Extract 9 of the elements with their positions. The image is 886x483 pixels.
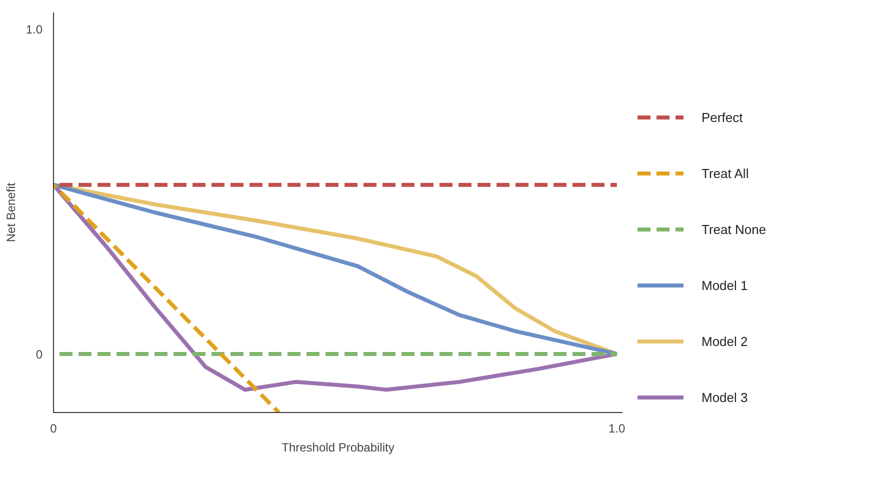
legend-label: Model 3 <box>702 390 748 405</box>
legend-label: Treat None <box>702 222 766 237</box>
legend-label: Model 2 <box>702 334 748 349</box>
y-axis-title: Net Benefit <box>4 182 18 242</box>
legend-label: Treat All <box>702 166 749 181</box>
legend-label: Perfect <box>702 110 744 125</box>
line-series <box>54 182 619 356</box>
x-axis-title: Threshold Probability <box>282 440 394 454</box>
legend-label: Model 1 <box>702 278 748 293</box>
